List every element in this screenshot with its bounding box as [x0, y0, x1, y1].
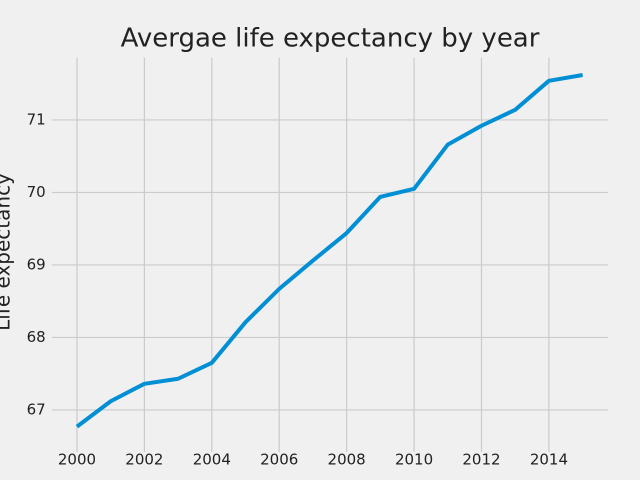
y-tick-label: 71 — [27, 110, 46, 128]
x-tick-label: 2014 — [530, 451, 568, 469]
data-line — [75, 73, 583, 429]
x-tick-label: 2002 — [125, 451, 163, 469]
x-tick-label: 2004 — [193, 451, 231, 469]
x-tick-label: 2008 — [328, 451, 366, 469]
chart-title: Avergae life expectancy by year — [121, 24, 540, 54]
x-tick-label: 2006 — [260, 451, 298, 469]
x-axis-label: Year — [307, 477, 351, 480]
y-tick-label: 70 — [27, 183, 46, 201]
x-tick-label: 2000 — [58, 451, 96, 469]
y-tick-label: 68 — [27, 328, 46, 346]
x-tick-label: 2012 — [462, 451, 500, 469]
y-axis-label: Life expectancy — [0, 173, 15, 331]
y-tick-label: 69 — [27, 255, 46, 273]
x-tick-label: 2010 — [395, 451, 433, 469]
y-tick-label: 67 — [27, 400, 46, 418]
